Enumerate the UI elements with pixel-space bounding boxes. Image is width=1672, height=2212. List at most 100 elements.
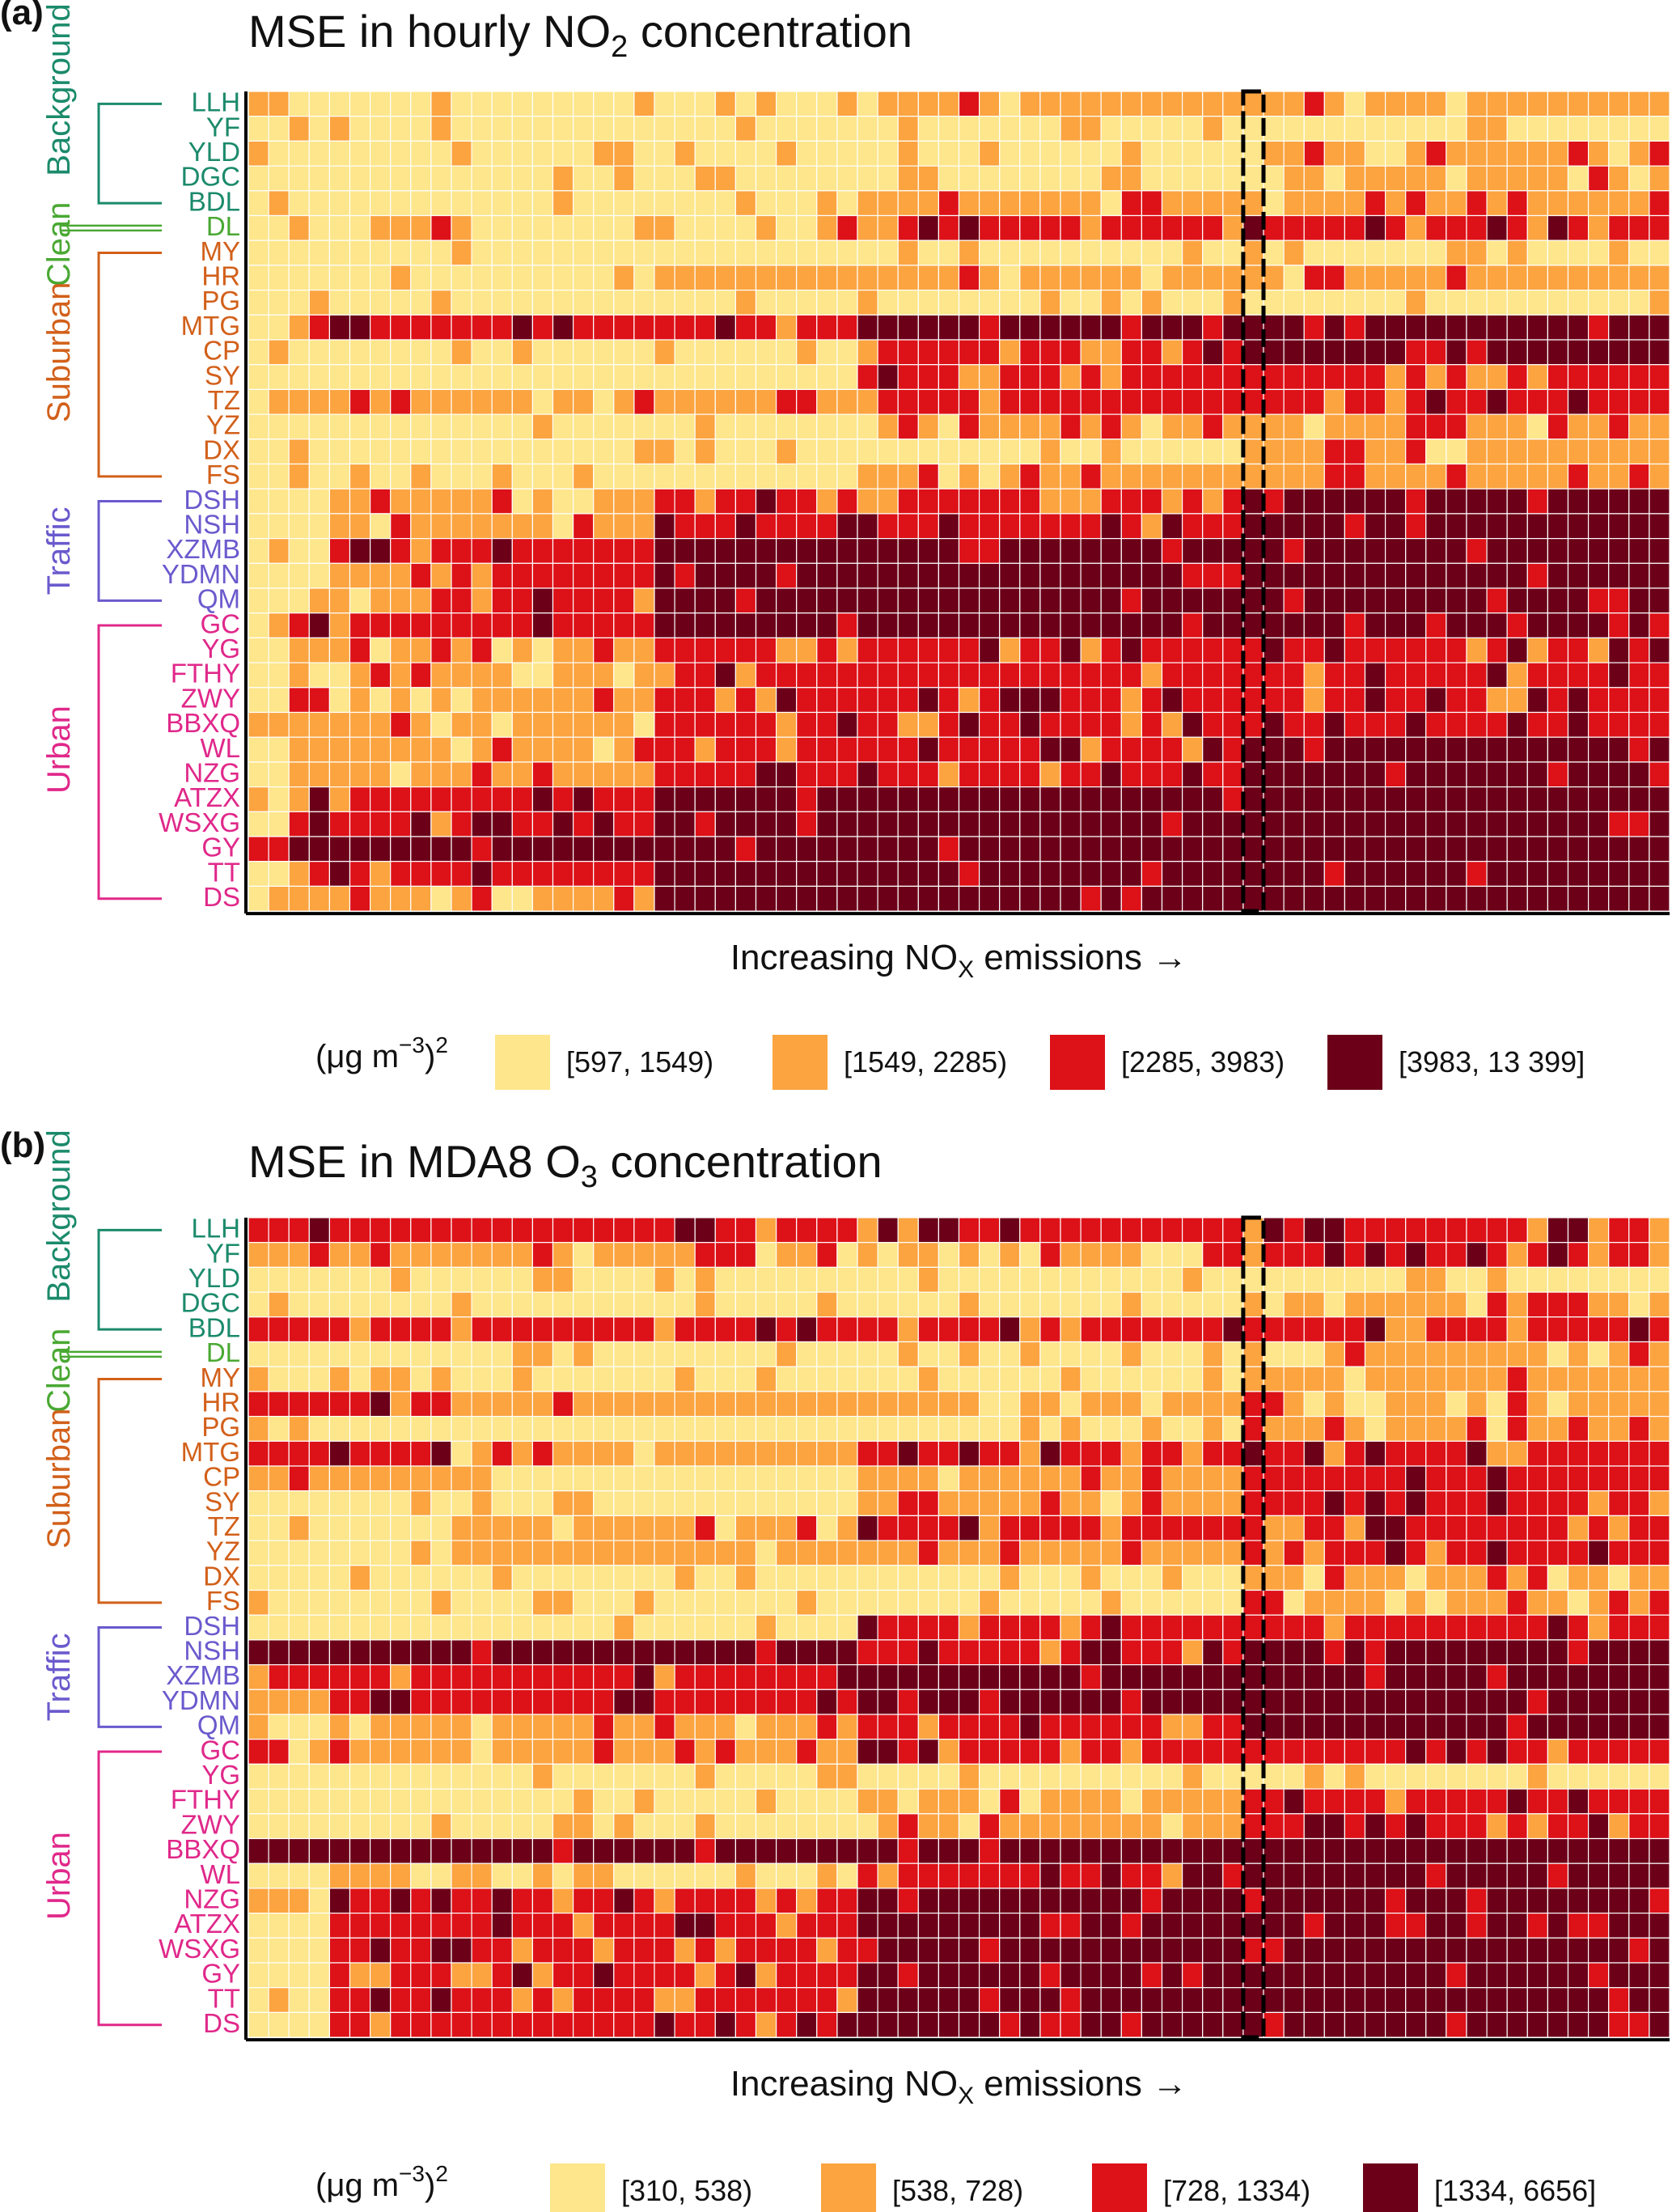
heatmap-cell (857, 439, 878, 465)
heatmap-cell (897, 1689, 919, 1715)
heatmap-cell (1384, 413, 1407, 440)
heatmap-cell (1425, 165, 1447, 192)
heatmap-cell (1364, 1341, 1386, 1367)
heatmap-cell (734, 513, 757, 540)
heatmap-cell (714, 1341, 736, 1367)
heatmap-cell (1141, 1291, 1163, 1318)
heatmap-cell (1100, 140, 1122, 167)
heatmap-cell (1567, 1689, 1589, 1715)
heatmap-cell (1019, 1913, 1041, 1939)
heatmap-cell (1060, 1266, 1082, 1293)
heatmap-cell (1202, 1242, 1224, 1268)
heatmap-cell (1608, 165, 1630, 192)
heatmap-cell (978, 1714, 1001, 1740)
heatmap-cell (1019, 637, 1041, 663)
heatmap-cell (1384, 1664, 1407, 1690)
heatmap-cell (1323, 587, 1346, 614)
heatmap-cell (1446, 1987, 1467, 2013)
row-label: MTG (181, 1437, 240, 1467)
heatmap-cell (796, 736, 818, 763)
heatmap-cell (674, 612, 696, 639)
row-label: TZ (208, 1511, 240, 1541)
heatmap-cell (1202, 265, 1224, 291)
heatmap-cell (1019, 1739, 1041, 1765)
heatmap-cell (1486, 1888, 1508, 1914)
heatmap-cell (390, 1391, 412, 1417)
heatmap-cell (1060, 1465, 1082, 1492)
heatmap-cell (1161, 2011, 1183, 2038)
heatmap-cell (1222, 1266, 1244, 1293)
heatmap-cell (613, 587, 635, 614)
heatmap-cell (531, 190, 554, 217)
heatmap-cell (593, 1515, 615, 1541)
heatmap-cell (1323, 562, 1346, 589)
heatmap-cell (958, 1962, 980, 1989)
heatmap-cell (1222, 1490, 1244, 1516)
heatmap-cell (349, 587, 371, 614)
heatmap-cell (897, 1291, 919, 1318)
heatmap-cell (1506, 439, 1528, 465)
heatmap-cell (1506, 1242, 1528, 1268)
heatmap-cell (1060, 190, 1082, 217)
heatmap-cell (390, 1366, 412, 1392)
heatmap-cell (471, 612, 493, 639)
heatmap-cell (1567, 1788, 1589, 1815)
heatmap-cell (1242, 165, 1264, 192)
heatmap-cell (451, 239, 472, 266)
heatmap-cell (1323, 1440, 1346, 1467)
heatmap-cell (1161, 587, 1183, 614)
heatmap-cell (1161, 1888, 1183, 1914)
heatmap-cell (349, 290, 371, 316)
heatmap-cell (593, 140, 615, 167)
heatmap-cell (1222, 1242, 1244, 1268)
heatmap-cell (308, 1440, 330, 1467)
heatmap-cell (430, 811, 452, 837)
heatmap-cell (1141, 1664, 1163, 1690)
heatmap-cell (897, 439, 919, 465)
heatmap-cell (1019, 2011, 1041, 2038)
heatmap-cell (857, 1763, 878, 1790)
heatmap-cell (734, 1837, 757, 1864)
heatmap-cell (938, 1837, 960, 1864)
heatmap-cell (572, 463, 595, 489)
heatmap-cell (1425, 1291, 1447, 1318)
heatmap-cell (1181, 885, 1204, 912)
heatmap-cell (1263, 364, 1285, 391)
heatmap-cell (897, 1266, 919, 1293)
heatmap-cell (451, 1589, 472, 1616)
heatmap-cell (674, 1589, 696, 1616)
heatmap-cell (1181, 1689, 1204, 1715)
heatmap-cell (370, 1540, 392, 1566)
heatmap-cell (552, 537, 574, 564)
heatmap-cell (1039, 239, 1061, 266)
heatmap-cell (1161, 239, 1183, 266)
heatmap-cell (714, 1540, 736, 1566)
heatmap-cell (734, 1440, 757, 1467)
heatmap-cell (593, 1788, 615, 1815)
heatmap-cell (572, 1888, 595, 1914)
heatmap-cell (1506, 612, 1528, 639)
heatmap-cell (775, 1440, 798, 1467)
heatmap-cell (1608, 239, 1630, 266)
heatmap-cell (1181, 1888, 1204, 1914)
heatmap-cell (1587, 1540, 1610, 1566)
heatmap-cell (288, 1440, 310, 1467)
heatmap-cell (1141, 1266, 1163, 1293)
heatmap-cell (1364, 439, 1386, 465)
heatmap-cell (1060, 239, 1082, 266)
heatmap-cell (1486, 339, 1508, 366)
heatmap-cell (1405, 1391, 1427, 1417)
heatmap-cell (1039, 1415, 1061, 1442)
heatmap-cell (1506, 2011, 1528, 2038)
heatmap-cell (633, 1465, 655, 1492)
heatmap-cell (552, 1937, 574, 1964)
heatmap-cell (288, 1888, 310, 1914)
heatmap-cell (1202, 91, 1224, 117)
heatmap-cell (1405, 811, 1427, 837)
heatmap-cell (349, 1589, 371, 1616)
heatmap-cell (1384, 1515, 1407, 1541)
heatmap-cell (613, 339, 635, 366)
heatmap-cell (917, 339, 940, 366)
heatmap-cell (836, 1391, 858, 1417)
heatmap-cell (1039, 265, 1061, 291)
